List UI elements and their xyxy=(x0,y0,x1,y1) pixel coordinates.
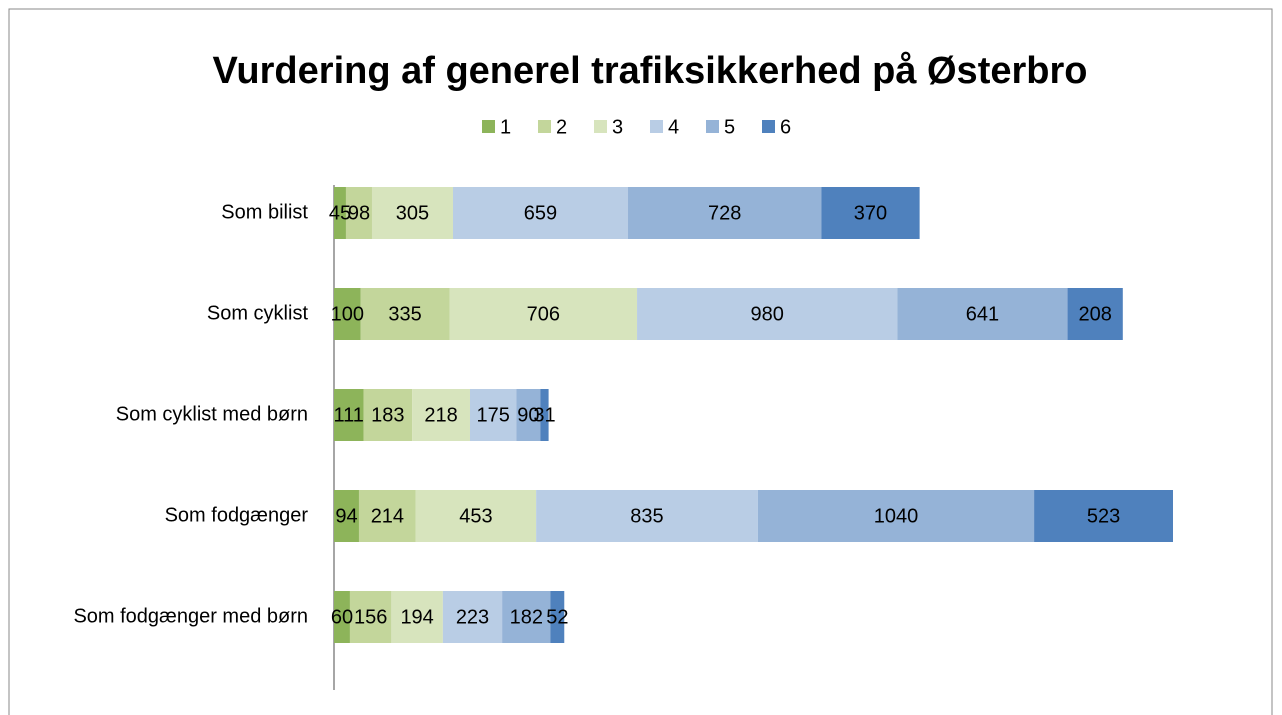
bar-segment xyxy=(469,389,517,441)
bar-segment xyxy=(536,490,758,542)
data-label: 223 xyxy=(456,606,489,628)
data-label: 370 xyxy=(854,202,887,224)
data-label: 214 xyxy=(371,505,404,527)
bar-segment xyxy=(358,490,416,542)
data-label: 94 xyxy=(335,505,357,527)
data-label: 218 xyxy=(424,404,457,426)
data-label: 175 xyxy=(477,404,510,426)
data-label: 728 xyxy=(708,202,741,224)
legend-swatch xyxy=(594,120,607,133)
bar-segment xyxy=(360,288,450,340)
bar-segment xyxy=(334,187,346,239)
bar-segment xyxy=(349,591,392,643)
data-label: 31 xyxy=(533,404,555,426)
legend-label: 1 xyxy=(500,116,511,138)
data-label: 980 xyxy=(750,303,783,325)
category-label: Som cyklist med børn xyxy=(116,403,308,425)
legend-swatch xyxy=(706,120,719,133)
bar-segment xyxy=(1034,490,1173,542)
bar-segment xyxy=(371,187,453,239)
bar-segment xyxy=(363,389,413,441)
legend-swatch xyxy=(538,120,551,133)
bar-segment xyxy=(516,389,541,441)
bar-segment xyxy=(502,591,551,643)
category-label: Som cyklist xyxy=(207,302,309,324)
legend-swatch xyxy=(762,120,775,133)
data-label: 111 xyxy=(334,404,364,426)
data-label: 835 xyxy=(630,505,663,527)
data-label: 156 xyxy=(354,606,387,628)
bar-segment xyxy=(897,288,1068,340)
data-label: 60 xyxy=(331,606,353,628)
bar-segment xyxy=(821,187,920,239)
legend-label: 5 xyxy=(724,116,735,138)
category-label: Som fodgænger xyxy=(165,504,309,526)
legend-swatch xyxy=(482,120,495,133)
bar-segment xyxy=(442,591,503,643)
legend-label: 2 xyxy=(556,116,567,138)
bar-segment xyxy=(550,591,565,643)
data-label: 182 xyxy=(510,606,543,628)
bar-segment xyxy=(345,187,372,239)
data-label: 100 xyxy=(331,303,364,325)
bar-segment xyxy=(628,187,822,239)
chart-title: Vurdering af generel trafiksikkerhed på … xyxy=(213,50,1088,92)
legend-swatch xyxy=(650,120,663,133)
bar-segment xyxy=(540,389,549,441)
bar-segment xyxy=(412,389,470,441)
bar-segment xyxy=(391,591,443,643)
bar-segment xyxy=(757,490,1035,542)
bar-segment xyxy=(334,490,359,542)
data-label: 194 xyxy=(400,606,433,628)
data-label: 52 xyxy=(546,606,568,628)
legend-label: 4 xyxy=(668,116,679,138)
data-label: 1040 xyxy=(874,505,919,527)
data-label: 208 xyxy=(1078,303,1111,325)
bar-segment xyxy=(449,288,638,340)
data-label: 523 xyxy=(1087,505,1120,527)
data-label: 98 xyxy=(348,202,370,224)
data-label: 453 xyxy=(459,505,492,527)
category-label: Som fodgænger med børn xyxy=(73,605,308,627)
bar-segment xyxy=(637,288,898,340)
category-label: Som bilist xyxy=(221,201,308,223)
data-label: 183 xyxy=(371,404,404,426)
data-label: 706 xyxy=(527,303,560,325)
bar-segment xyxy=(1067,288,1123,340)
bar-segment xyxy=(452,187,629,239)
bar-segment xyxy=(334,591,350,643)
data-label: 641 xyxy=(966,303,999,325)
legend-label: 3 xyxy=(612,116,623,138)
data-label: 659 xyxy=(524,202,557,224)
data-label: 305 xyxy=(396,202,429,224)
bar-segment xyxy=(334,288,361,340)
data-label: 335 xyxy=(388,303,421,325)
chart-frame xyxy=(8,8,1273,715)
bar-segment xyxy=(334,389,364,441)
bar-segment xyxy=(415,490,537,542)
data-label: 90 xyxy=(517,404,539,426)
legend-label: 6 xyxy=(780,116,791,138)
data-label: 45 xyxy=(329,202,351,224)
